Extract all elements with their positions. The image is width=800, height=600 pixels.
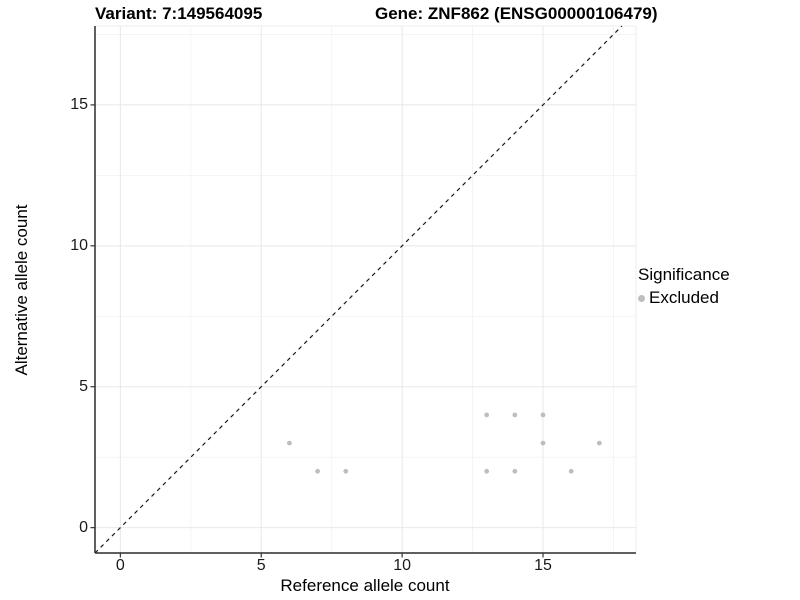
y-tick-label: 10 xyxy=(70,236,88,254)
data-point-excluded xyxy=(568,468,574,474)
excluded-point-icon xyxy=(638,294,645,302)
data-point-excluded xyxy=(315,468,320,474)
data-point-excluded xyxy=(287,440,292,446)
y-tick-label: 15 xyxy=(70,95,88,113)
y-tick-label: 0 xyxy=(79,518,88,536)
data-point-excluded xyxy=(343,468,349,474)
x-axis-title: Reference allele count xyxy=(280,576,450,595)
legend-item-label: Excluded xyxy=(649,288,719,307)
y-tick-label: 5 xyxy=(79,377,88,395)
x-tick-label: 0 xyxy=(115,557,125,574)
x-tick-label: 5 xyxy=(256,557,266,574)
data-point-excluded xyxy=(540,440,546,446)
y-axis-title: Alternative allele count xyxy=(12,204,31,376)
data-point-excluded xyxy=(512,468,518,474)
plot-title-variant: Variant: 7:149564095 xyxy=(95,4,263,23)
legend: Significance Excluded xyxy=(638,265,730,308)
data-point-excluded xyxy=(484,468,490,474)
data-point-excluded xyxy=(512,412,518,418)
legend-title: Significance xyxy=(638,265,730,284)
data-point-excluded xyxy=(540,412,546,418)
data-point-excluded xyxy=(484,412,490,418)
x-tick-label: 10 xyxy=(393,557,412,574)
x-tick-label: 15 xyxy=(534,557,552,574)
legend-item-excluded: Excluded xyxy=(638,288,730,308)
plot-title-gene: Gene: ZNF862 (ENSG00000106479) xyxy=(375,4,658,23)
data-point-excluded xyxy=(596,440,602,446)
